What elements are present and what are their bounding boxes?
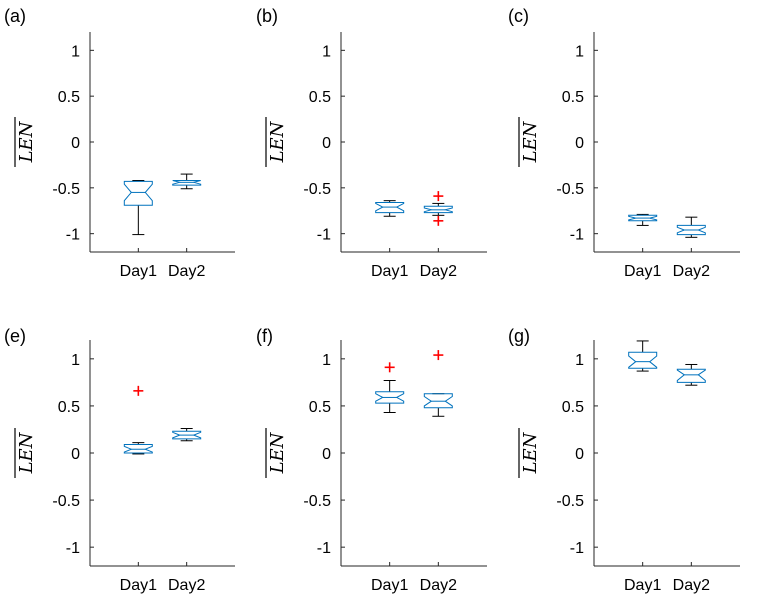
chart-panel-5: (f) 1 0.5 0 -0.5 -1 LEN Day1 Day2 bbox=[256, 326, 487, 594]
outlier-marker bbox=[433, 215, 444, 226]
notched-box bbox=[676, 224, 706, 236]
y-tick-label: -0.5 bbox=[303, 181, 331, 198]
chart-panel-2: (b) 1 0.5 0 -0.5 -1 LEN Day1 Day2 bbox=[256, 6, 487, 280]
notched-box bbox=[375, 202, 405, 214]
y-tick-label: 0.5 bbox=[58, 399, 80, 416]
y-tick-label: 0 bbox=[71, 446, 80, 463]
notched-box bbox=[423, 205, 453, 214]
y-tick-label: 1 bbox=[575, 43, 584, 60]
y-tick-label: -0.5 bbox=[556, 493, 584, 510]
y-tick-label: -1 bbox=[570, 540, 584, 557]
y-tick-label: 0 bbox=[322, 446, 331, 463]
y-axis-label: LEN bbox=[16, 120, 37, 163]
y-tick-label: 0 bbox=[575, 135, 584, 152]
y-tick-label: -0.5 bbox=[52, 493, 80, 510]
y-tick-label: 0.5 bbox=[562, 89, 584, 106]
y-tick-label: -1 bbox=[317, 227, 331, 244]
x-tick-label: Day2 bbox=[168, 263, 205, 280]
y-axis-label: LEN bbox=[267, 120, 288, 163]
y-tick-label: -0.5 bbox=[556, 181, 584, 198]
x-tick-label: Day2 bbox=[168, 577, 205, 594]
y-tick-label: 0 bbox=[71, 135, 80, 152]
y-tick-label: 0.5 bbox=[309, 89, 331, 106]
notched-box bbox=[123, 444, 153, 454]
notched-box bbox=[123, 180, 153, 206]
x-tick-label: Day2 bbox=[420, 263, 457, 280]
y-tick-label: -1 bbox=[570, 227, 584, 244]
chart-panel-3: (c) 1 0.5 0 -0.5 -1 LEN Day1 Day2 bbox=[508, 6, 740, 280]
y-tick-label: 1 bbox=[71, 352, 80, 369]
y-axis-label: LEN bbox=[267, 431, 288, 474]
y-tick-label: -1 bbox=[317, 540, 331, 557]
x-tick-label: Day1 bbox=[371, 577, 408, 594]
y-tick-label: 1 bbox=[322, 43, 331, 60]
notched-box bbox=[676, 368, 706, 383]
y-tick-label: 0.5 bbox=[309, 399, 331, 416]
y-tick-label: -1 bbox=[66, 227, 80, 244]
panel-label: (e) bbox=[4, 326, 26, 346]
panel-label: (a) bbox=[4, 6, 26, 26]
y-tick-label: 0 bbox=[322, 135, 331, 152]
x-tick-label: Day1 bbox=[120, 577, 157, 594]
notched-box bbox=[172, 430, 202, 440]
outlier-marker bbox=[384, 362, 395, 373]
y-axis-label: LEN bbox=[520, 120, 541, 163]
notched-box bbox=[628, 351, 658, 369]
panel-label: (g) bbox=[508, 326, 530, 346]
x-tick-label: Day1 bbox=[624, 577, 661, 594]
x-tick-label: Day1 bbox=[371, 263, 408, 280]
outlier-marker bbox=[433, 350, 444, 361]
chart-panel-4: (e) 1 0.5 0 -0.5 -1 LEN Day1 Day2 bbox=[4, 326, 235, 594]
notched-box bbox=[628, 214, 658, 222]
y-tick-label: 1 bbox=[71, 43, 80, 60]
y-tick-label: -1 bbox=[66, 540, 80, 557]
y-tick-label: 0 bbox=[575, 446, 584, 463]
y-tick-label: 0.5 bbox=[58, 89, 80, 106]
panel-label: (c) bbox=[508, 6, 529, 26]
y-tick-label: -0.5 bbox=[52, 181, 80, 198]
outlier-marker bbox=[133, 385, 144, 396]
panel-label: (f) bbox=[256, 326, 273, 346]
outlier-marker bbox=[433, 191, 444, 202]
notched-box bbox=[172, 180, 202, 186]
x-tick-label: Day2 bbox=[420, 577, 457, 594]
y-tick-label: -0.5 bbox=[303, 493, 331, 510]
chart-panel-1: (a) 1 0.5 0 -0.5 -1 LEN Day1 Day2 bbox=[4, 6, 235, 280]
x-tick-label: Day1 bbox=[624, 263, 661, 280]
x-tick-label: Day2 bbox=[673, 263, 710, 280]
y-axis-label: LEN bbox=[520, 431, 541, 474]
y-tick-label: 1 bbox=[322, 352, 331, 369]
notched-box bbox=[375, 391, 405, 404]
panel-label: (b) bbox=[256, 6, 278, 26]
chart-panel-6: (g) 1 0.5 0 -0.5 -1 LEN Day1 Day2 bbox=[508, 326, 740, 594]
notched-box bbox=[423, 393, 453, 409]
x-tick-label: Day2 bbox=[673, 577, 710, 594]
y-tick-label: 1 bbox=[575, 352, 584, 369]
x-tick-label: Day1 bbox=[120, 263, 157, 280]
y-axis-label: LEN bbox=[16, 431, 37, 474]
y-tick-label: 0.5 bbox=[562, 399, 584, 416]
